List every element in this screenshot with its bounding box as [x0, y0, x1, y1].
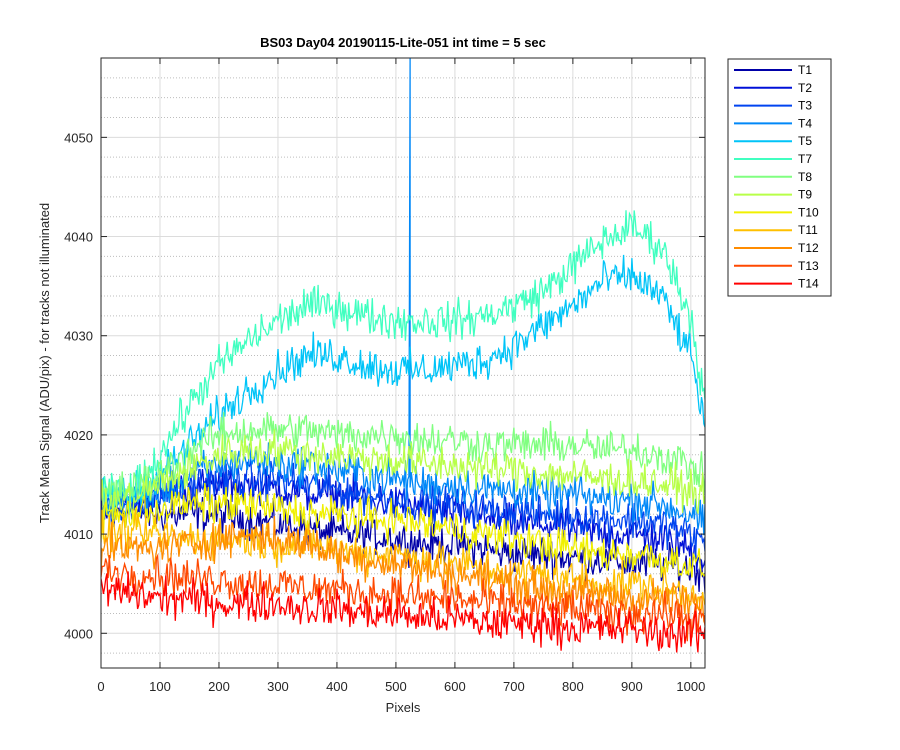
legend-label: T4: [798, 116, 812, 130]
legend-label: T7: [798, 152, 812, 166]
y-tick-label: 4000: [64, 626, 93, 641]
x-tick-label: 100: [149, 679, 171, 694]
x-tick-label: 1000: [676, 679, 705, 694]
legend-label: T14: [798, 277, 819, 291]
axes-box: [100, 57, 706, 669]
series-line-t2: [101, 463, 705, 572]
legend-label: T9: [798, 188, 812, 202]
legend-label: T1: [798, 63, 812, 77]
series-layer: [101, 58, 705, 653]
y-tick-label: 4030: [64, 329, 93, 344]
x-tick-label: 200: [208, 679, 230, 694]
y-tick-label: 4050: [64, 130, 93, 145]
x-axis: 0 100 200 300 400 500 600 700 800 900 1000: [97, 58, 705, 694]
x-tick-label: 700: [503, 679, 525, 694]
x-tick-label: 0: [97, 679, 104, 694]
legend-label: T11: [798, 223, 818, 237]
y-tick-label: 4010: [64, 527, 93, 542]
series-line-t10: [101, 482, 705, 578]
series-line-t3: [101, 458, 705, 558]
axes-frame: [100, 57, 706, 669]
series-line-t5: [101, 254, 705, 511]
legend-label: T3: [798, 99, 812, 113]
series-line-t12: [101, 516, 705, 625]
series-line-t14: [101, 571, 705, 653]
x-tick-label: 300: [267, 679, 289, 694]
legend-label: T10: [798, 205, 819, 219]
series-line-t7: [101, 210, 705, 516]
legend: T1 T2 T3 T4 T5 T7 T8 T9 T10 T11 T12 T13 T14: [727, 58, 832, 297]
x-tick-label: 600: [444, 679, 466, 694]
x-axis-label: Pixels: [386, 700, 421, 715]
legend-label: T2: [798, 81, 812, 95]
legend-label: T13: [798, 259, 819, 273]
series-line-t8: [101, 412, 705, 502]
series-line-t9: [101, 429, 705, 521]
chart-title: BS03 Day04 20190115-Lite-051 int time = …: [260, 35, 546, 50]
y-tick-label: 4040: [64, 230, 93, 245]
legend-label: T12: [798, 241, 819, 255]
series-line-t4: [101, 58, 705, 536]
legend-label: T5: [798, 134, 812, 148]
x-tick-label: 500: [385, 679, 407, 694]
x-tick-label: 400: [326, 679, 348, 694]
x-tick-label: 900: [621, 679, 643, 694]
legend-label: T8: [798, 170, 812, 184]
y-axis-label: Track Mean Signal (ADU/pix) - for tracks…: [37, 203, 52, 523]
x-tick-label: 800: [562, 679, 584, 694]
y-axis: 4000 4010 4020 4030 4040 4050: [64, 130, 705, 641]
y-tick-label: 4020: [64, 428, 93, 443]
